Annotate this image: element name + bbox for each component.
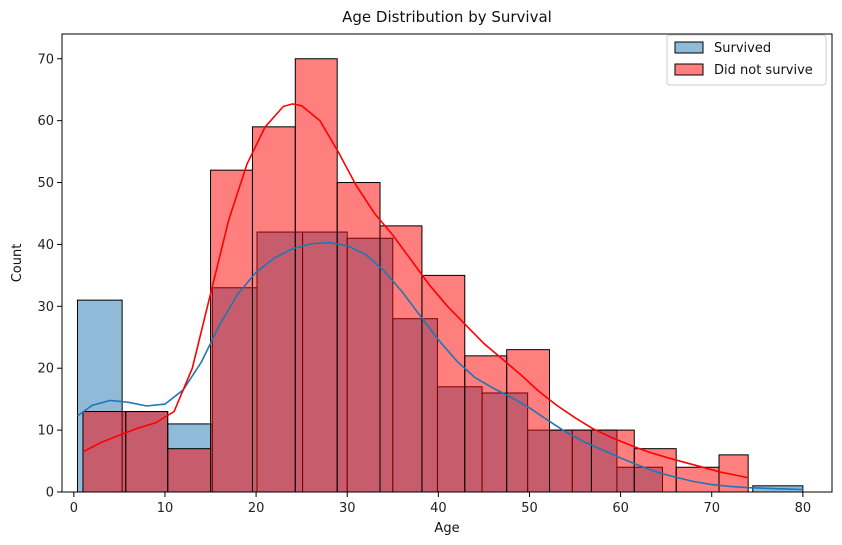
legend-box <box>666 34 827 86</box>
x-tick-label-10: 10 <box>157 501 174 516</box>
y-tick-label-20: 20 <box>37 362 54 377</box>
x-tick-label-0: 0 <box>70 501 78 516</box>
kde-line-survived <box>77 241 803 491</box>
bar-did-not-survive-2 <box>167 448 212 493</box>
x-tick-label-30: 30 <box>339 501 356 516</box>
bar-did-not-survive-1 <box>125 411 169 493</box>
chart-title: Age Distribution by Survival <box>342 8 552 26</box>
x-tick-label-80: 80 <box>795 501 812 516</box>
bar-did-not-survive-9 <box>464 355 508 493</box>
y-tick-label-30: 30 <box>37 300 54 315</box>
x-tick-label-40: 40 <box>430 501 447 516</box>
bar-did-not-survive-5 <box>294 58 338 493</box>
x-tick-label-70: 70 <box>703 501 720 516</box>
y-tick-label-10: 10 <box>37 424 54 439</box>
bar-did-not-survive-10 <box>506 349 551 493</box>
y-tick-label-60: 60 <box>37 114 54 129</box>
bar-did-not-survive-11 <box>549 429 592 493</box>
bar-did-not-survive-13 <box>633 448 677 493</box>
bar-did-not-survive-0 <box>82 411 127 493</box>
y-axis: 0 10 20 30 40 50 60 70 <box>37 52 62 501</box>
y-tick-label-50: 50 <box>37 176 54 191</box>
x-tick-label-50: 50 <box>521 501 538 516</box>
y-axis-label: Count <box>10 244 25 283</box>
legend: Survived Did not survive <box>666 34 827 86</box>
kde-line-did-not-survive <box>82 103 749 479</box>
x-tick-label-60: 60 <box>612 501 629 516</box>
bar-did-not-survive-8 <box>421 274 466 493</box>
legend-label-survived: Survived <box>714 41 771 56</box>
legend-swatch-did-not-survive <box>674 63 704 76</box>
y-tick-label-0: 0 <box>46 486 54 501</box>
bar-did-not-survive-6 <box>336 182 381 493</box>
x-axis-label: Age <box>434 521 459 536</box>
x-axis: 0 10 20 30 40 50 60 70 80 <box>70 492 811 516</box>
x-tick-label-20: 20 <box>248 501 265 516</box>
legend-swatch-survived <box>674 41 704 54</box>
plot-frame <box>61 33 833 493</box>
bar-did-not-survive-4 <box>251 126 296 493</box>
kde-lines <box>77 103 803 491</box>
legend-label-did-not-survive: Did not survive <box>714 63 813 78</box>
y-tick-label-70: 70 <box>37 52 54 67</box>
y-tick-label-40: 40 <box>37 238 54 253</box>
